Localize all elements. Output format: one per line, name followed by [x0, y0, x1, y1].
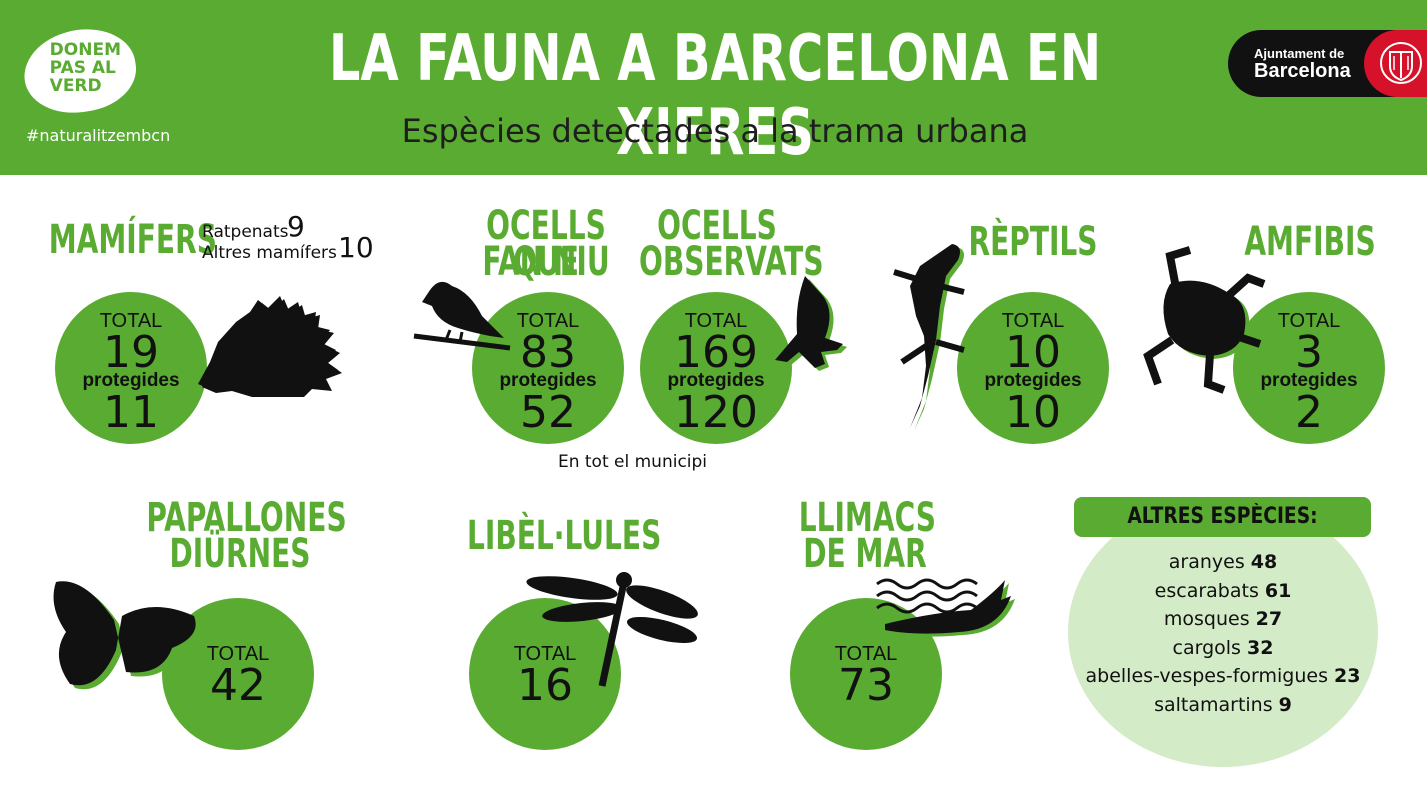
species-name: mosques — [1163, 608, 1250, 630]
species-name: abelles-vespes-formigues — [1085, 665, 1329, 687]
frog-icon — [1143, 246, 1266, 394]
altres-especies-background — [1068, 497, 1378, 767]
barcelona-shield-icon — [1364, 30, 1427, 97]
llimacs-total-label: TOTAL — [834, 643, 898, 665]
ocells-obs-title-2: OBSERVATS — [639, 239, 824, 285]
species-count: 48 — [1250, 551, 1278, 573]
sea-slug-icon — [876, 578, 1015, 637]
species-name: escarabats — [1154, 579, 1259, 602]
list-item: abelles-vespes-formigues 23 — [1068, 662, 1378, 691]
page-title: LA FAUNA A BARCELONA EN XIFRES — [328, 22, 1102, 170]
species-count: 32 — [1247, 636, 1274, 659]
species-count: 61 — [1264, 579, 1292, 602]
dragonfly-icon — [526, 572, 698, 687]
papallones-total-label: TOTAL — [206, 643, 270, 665]
llimacs-total-value: 73 — [838, 660, 894, 711]
reptils-circle — [957, 292, 1109, 444]
altres-especies-title: ALTRES ESPÈCIES: — [1127, 504, 1318, 529]
hashtag: #naturalitzembcn — [26, 126, 171, 145]
butterfly-icon — [53, 581, 201, 690]
reptils-protegides-label: protegides — [984, 370, 1082, 391]
llimacs-title-2: DE MAR — [803, 531, 927, 577]
reptils-title: RÈPTILS — [968, 219, 1098, 265]
ratpenats-value: 9 — [287, 210, 305, 243]
amfibis-protegides-label: protegides — [1260, 370, 1358, 391]
ocells-niu-title-2: FAN NIU — [482, 239, 610, 285]
altres-mamifers-value: 10 — [338, 231, 374, 264]
header-banner — [0, 0, 1427, 175]
list-item: mosques 27 — [1068, 605, 1378, 634]
ajuntament-line-2: Barcelona — [1254, 60, 1351, 82]
ajuntament-line-1: Ajuntament de — [1254, 46, 1345, 61]
ocells-obs-title-1: OCELLS — [657, 203, 777, 249]
amfibis-circle — [1233, 292, 1385, 444]
ocells-obs-protegides-label: protegides — [667, 370, 765, 391]
mamifers-protegides-value: 11 — [103, 387, 159, 438]
species-count: 27 — [1255, 608, 1283, 630]
mamifers-title: MAMÍFERS — [48, 217, 217, 263]
ocells-obs-circle — [640, 292, 792, 444]
libelules-title: LIBÈL·LULES — [467, 513, 662, 559]
logo-line-2: PAS AL — [49, 58, 116, 79]
species-name: aranyes — [1168, 551, 1245, 573]
ocells-niu-circle — [472, 292, 624, 444]
species-count: 9 — [1278, 693, 1292, 716]
species-name: cargols — [1172, 636, 1241, 659]
hedgehog-icon — [198, 296, 342, 397]
ocells-niu-title-1: OCELLS QUE — [486, 203, 606, 285]
ocells-niu-total-label: TOTAL — [516, 310, 580, 332]
municipi-note: En tot el municipi — [557, 452, 708, 472]
sparrow-icon — [413, 281, 511, 351]
reptils-protegides-value: 10 — [1005, 387, 1061, 438]
flying-bird-icon — [775, 276, 847, 371]
ocells-obs-total-value: 169 — [674, 327, 758, 378]
mamifers-total-label: TOTAL — [99, 310, 163, 332]
ocells-niu-total-value: 83 — [520, 327, 576, 378]
llimacs-title-1: LLIMACS — [798, 495, 936, 541]
species-count: 23 — [1334, 665, 1361, 687]
amfibis-title: AMFIBIS — [1244, 219, 1376, 265]
mamifers-total-value: 19 — [103, 327, 159, 378]
logo-line-1: DONEM — [49, 40, 121, 61]
species-name: saltamartins — [1154, 693, 1273, 716]
lizard-icon — [893, 244, 965, 431]
reptils-total-label: TOTAL — [1001, 310, 1065, 332]
amfibis-total-label: TOTAL — [1277, 310, 1341, 332]
amfibis-protegides-value: 2 — [1295, 387, 1323, 438]
libelules-total-label: TOTAL — [513, 643, 577, 665]
page-subtitle: Espècies detectades a la trama urbana — [401, 112, 1029, 150]
mamifers-protegides-label: protegides — [82, 370, 180, 391]
ocells-niu-protegides-value: 52 — [520, 387, 576, 438]
amfibis-total-value: 3 — [1295, 327, 1323, 378]
papallones-title-2: DIÜRNES — [169, 531, 311, 577]
reptils-total-value: 10 — [1005, 327, 1061, 378]
ocells-obs-protegides-value: 120 — [674, 387, 758, 438]
papallones-total-value: 42 — [210, 660, 266, 711]
papallones-title-1: PAPALLONES — [146, 495, 347, 541]
list-item: cargols 32 — [1068, 634, 1378, 663]
logo-line-3: VERD — [49, 76, 102, 97]
ocells-niu-protegides-label: protegides — [499, 370, 597, 391]
list-item: saltamartins 9 — [1068, 691, 1378, 720]
list-item: escarabats 61 — [1068, 577, 1378, 606]
altres-especies-list: aranyes 48 escarabats 61 mosques 27 carg… — [1068, 548, 1378, 719]
list-item: aranyes 48 — [1068, 548, 1378, 577]
ratpenats-label: Ratpenats — [202, 222, 289, 242]
altres-mamifers-label: Altres mamífers — [202, 243, 337, 263]
libelules-total-value: 16 — [517, 660, 573, 711]
altres-especies-header: ALTRES ESPÈCIES: — [1074, 497, 1371, 537]
libelules-circle — [469, 598, 621, 750]
ocells-obs-total-label: TOTAL — [684, 310, 748, 332]
mamifers-circle — [55, 292, 207, 444]
